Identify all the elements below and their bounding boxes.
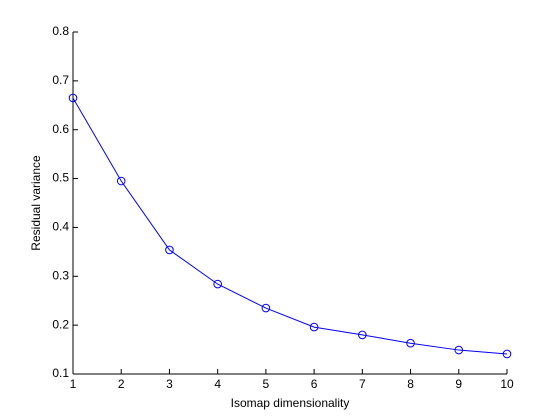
y-tick-label: 0.2: [52, 317, 69, 331]
data-marker: [454, 345, 464, 355]
data-marker: [68, 93, 78, 103]
x-tick-label: 2: [118, 377, 125, 391]
x-tick-label: 10: [500, 377, 514, 391]
x-axis-label: Isomap dimensionality: [231, 396, 350, 410]
y-tick-label: 0.3: [52, 268, 69, 282]
x-tick-label: 3: [166, 377, 173, 391]
data-marker: [502, 349, 512, 359]
x-tick-label: 1: [70, 377, 77, 391]
data-marker: [213, 279, 222, 289]
data-marker: [309, 322, 319, 332]
x-tick-label: 5: [263, 377, 270, 391]
data-marker: [261, 303, 271, 313]
data-line: [72, 97, 508, 355]
y-tick-label: 0.7: [52, 73, 69, 87]
y-tick-label: 0.8: [52, 24, 69, 38]
data-marker: [116, 176, 126, 186]
data-marker: [406, 338, 415, 348]
data-marker: [358, 330, 367, 340]
y-axis-label: Residual variance: [29, 155, 43, 251]
x-tick-label: 8: [407, 377, 414, 391]
y-tick-label: 0.6: [52, 122, 69, 136]
y-tick-label: 0.5: [52, 171, 69, 185]
y-tick-label: 0.4: [52, 220, 69, 234]
data-marker: [165, 245, 174, 255]
x-tick-label: 9: [455, 377, 462, 391]
x-tick-label: 6: [311, 377, 318, 391]
y-tick-label: 0.1: [52, 366, 69, 380]
x-tick-label: 4: [214, 377, 221, 391]
x-tick-label: 7: [359, 377, 366, 391]
